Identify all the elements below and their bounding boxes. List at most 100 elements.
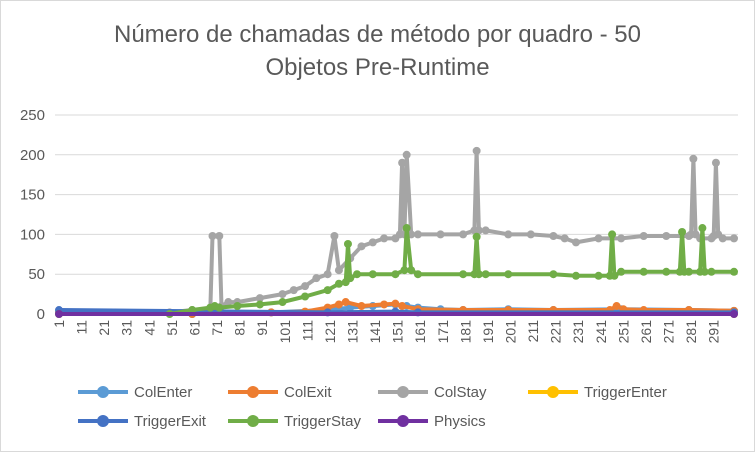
data-point-triggerstay — [215, 303, 224, 312]
y-tick-label: 250 — [20, 107, 45, 124]
data-point-triggerstay — [481, 270, 490, 279]
y-axis-tick-labels: 0 50 100 150 200 250 — [20, 107, 45, 323]
data-point-colstay — [323, 270, 332, 279]
data-point-colstay — [639, 231, 648, 240]
legend-label: TriggerEnter — [584, 384, 667, 401]
data-point-triggerstay — [608, 230, 617, 239]
y-tick-label: 50 — [28, 266, 45, 283]
data-point-colstay — [436, 230, 445, 239]
data-point-colstay — [711, 158, 720, 167]
data-point-colexit — [612, 302, 621, 311]
x-tick-label: 161 — [412, 320, 428, 344]
data-point-colstay — [224, 298, 233, 307]
data-point-colexit — [398, 302, 407, 311]
x-tick-label: 201 — [503, 320, 519, 344]
data-point-colstay — [481, 226, 490, 235]
data-point-triggerstay — [571, 271, 580, 280]
x-tick-label: 121 — [322, 320, 338, 344]
legend-item-physics: Physics — [378, 413, 486, 430]
data-point-colstay — [689, 154, 698, 163]
x-tick-label: 151 — [390, 320, 406, 344]
data-point-colstay — [289, 286, 298, 295]
x-tick-label: 241 — [593, 320, 609, 344]
x-tick-label: 211 — [525, 320, 541, 343]
data-point-colstay — [357, 242, 366, 251]
legend-marker-dot — [247, 415, 259, 427]
x-tick-label: 101 — [277, 320, 293, 344]
data-point-colexit — [334, 300, 343, 309]
x-tick-label: 91 — [254, 320, 270, 336]
x-tick-label: 171 — [435, 320, 451, 344]
data-point-colstay — [334, 266, 343, 275]
x-tick-label: 41 — [141, 320, 157, 336]
data-point-triggerstay — [549, 270, 558, 279]
data-point-colstay — [571, 238, 580, 247]
data-point-triggerstay — [698, 224, 707, 233]
data-point-triggerstay — [594, 271, 603, 280]
x-tick-label: 191 — [480, 320, 496, 344]
data-point-triggerstay — [301, 292, 310, 301]
data-point-triggerstay — [459, 270, 468, 279]
data-point-colstay — [312, 274, 321, 283]
legend-marker-dot — [97, 386, 109, 398]
data-point-colstay — [662, 231, 671, 240]
x-tick-label: 1 — [51, 320, 67, 328]
legend-item-triggerenter: TriggerEnter — [528, 384, 667, 401]
x-tick-label: 281 — [683, 320, 699, 344]
data-point-triggerstay — [662, 267, 671, 276]
data-point-colstay — [301, 282, 310, 291]
x-tick-label: 111 — [299, 320, 315, 341]
series-line-colstay — [57, 148, 736, 315]
x-tick-label: 71 — [209, 320, 225, 336]
data-point-colstay — [474, 226, 483, 235]
data-point-triggerstay — [684, 267, 693, 276]
x-tick-label: 131 — [344, 320, 360, 344]
data-point-colstay — [413, 230, 422, 239]
data-point-triggerstay — [400, 266, 409, 275]
legend-marker-dot — [247, 386, 259, 398]
legend-label: ColEnter — [134, 384, 192, 401]
x-tick-label: 61 — [186, 320, 202, 336]
gridlines — [55, 114, 738, 315]
legend: ColEnter ColExit ColStay TriggerEnter Trigge… — [78, 384, 667, 430]
series-lines — [55, 146, 738, 318]
data-point-colstay — [504, 230, 513, 239]
legend-label: ColExit — [284, 384, 332, 401]
data-point-triggerstay — [639, 267, 648, 276]
y-tick-label: 100 — [20, 226, 45, 243]
data-point-colstay — [330, 231, 339, 240]
data-point-colstay — [617, 234, 626, 243]
data-point-triggerstay — [678, 228, 687, 237]
data-point-triggerstay — [413, 270, 422, 279]
data-point-colstay — [402, 150, 411, 159]
data-point-triggerstay — [255, 300, 264, 309]
y-tick-label: 200 — [20, 147, 45, 164]
x-tick-label: 251 — [615, 320, 631, 344]
data-point-colstay — [594, 234, 603, 243]
x-tick-label: 261 — [638, 320, 654, 344]
data-point-colstay — [526, 230, 535, 239]
data-point-physics — [55, 310, 63, 318]
x-axis-tick-labels: 1 11 21 31 41 51 61 71 81 91 101 111 121 131 141 151 161… — [51, 320, 722, 344]
data-point-triggerstay — [323, 286, 332, 295]
legend-item-colexit: ColExit — [228, 384, 332, 401]
data-point-colexit — [341, 298, 350, 307]
data-point-triggerstay — [617, 267, 626, 276]
data-point-colexit — [380, 300, 389, 309]
legend-label: TriggerExit — [134, 413, 207, 430]
legend-marker-dot — [397, 386, 409, 398]
data-point-triggerstay — [700, 267, 709, 276]
data-point-triggerstay — [343, 239, 352, 248]
legend-item-triggerstay: TriggerStay — [228, 413, 361, 430]
legend-marker-dot — [547, 386, 559, 398]
legend-item-colstay: ColStay — [378, 384, 487, 401]
data-point-triggerstay — [474, 270, 483, 279]
data-point-colstay — [549, 231, 558, 240]
chart-title-line-2: Objetos Pre-Runtime — [265, 54, 490, 81]
x-tick-label: 231 — [570, 320, 586, 344]
data-point-triggerstay — [233, 302, 242, 311]
data-point-colexit — [357, 302, 366, 311]
data-point-colexit — [391, 299, 400, 308]
